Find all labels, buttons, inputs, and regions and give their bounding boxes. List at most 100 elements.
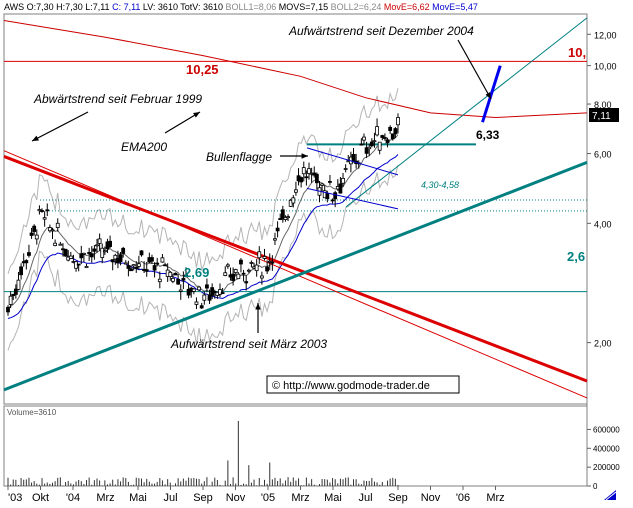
flag-lower-line (306, 187, 399, 210)
candle-body (37, 209, 42, 212)
candle-body (383, 137, 387, 139)
x-tick-label: Mrz (291, 492, 309, 504)
candle-body (134, 267, 139, 269)
candle-body (87, 252, 92, 254)
header-item: C: 7,11 (110, 2, 141, 12)
x-tick-label: Jul (358, 492, 372, 504)
candle-body (13, 288, 18, 295)
candle-body (286, 216, 290, 219)
candle-body (197, 286, 201, 291)
candle-body (328, 181, 332, 183)
x-tick-label: Mai (129, 492, 147, 504)
bull-flag (306, 65, 502, 210)
candle-body (367, 146, 372, 150)
candle-body (136, 263, 141, 267)
candle-body (16, 279, 21, 290)
candle-body (168, 271, 173, 278)
candle-body (32, 225, 37, 232)
candle-body (178, 289, 183, 292)
support-label: 2,69 (184, 265, 209, 280)
time-axis: '03 Okt '04 Mrz Mai Jul Sep Nov '05 Mrz Mai Jul Sep N… (7, 486, 505, 504)
candle-body (283, 216, 288, 220)
x-tick-label: Mrz (96, 492, 114, 504)
projection-arrow-line (481, 65, 502, 123)
candle-body (29, 232, 34, 236)
cursor-icon[interactable] (604, 490, 617, 501)
candle-body (333, 192, 338, 200)
header-item: BOLL1=8,06 (223, 2, 276, 12)
annotation-ema200: EMA200 (121, 140, 167, 154)
candle-body (24, 260, 29, 264)
ohlc-header: AWS O:7,30 H:7,30 L:7,11 C: 7,11 LV: 361… (4, 2, 478, 12)
y-tick-label: 12,00 (594, 30, 617, 40)
candle-body (27, 252, 31, 256)
uptrend-dec-2004-line (345, 17, 588, 208)
price-panel (3, 13, 588, 405)
candlesticks (6, 113, 400, 316)
candle-body (294, 189, 298, 193)
header-item: BOLL2=6,24 (328, 2, 381, 12)
candle-body (155, 262, 160, 265)
candle-body (144, 269, 149, 272)
candle-body (126, 265, 131, 269)
candle-body (82, 252, 86, 255)
candle-body (396, 117, 400, 126)
candle-body (42, 217, 47, 220)
arrow-dec-2004-head (485, 92, 491, 99)
candle-body (50, 229, 55, 232)
horizontal-levels (4, 60, 587, 293)
candle-body (113, 254, 118, 260)
header-item: MovE=6,62 (381, 2, 429, 12)
candle-body (6, 306, 10, 313)
candle-body (160, 257, 165, 263)
candle-body (307, 168, 311, 174)
candle-body (181, 278, 186, 281)
x-tick-label: Mrz (486, 492, 504, 504)
y-tick-label: 10,00 (594, 62, 617, 72)
x-tick-label: Jul (163, 492, 177, 504)
candle-body (320, 183, 324, 186)
arrow-bull-flag-head (301, 153, 308, 159)
band-label: 4,30-4,58 (421, 180, 459, 190)
annotation-uptrend-mar-2003: Aufwärtstrend seit März 2003 (170, 337, 327, 351)
candle-body (84, 266, 89, 269)
candle-body (163, 264, 167, 267)
price-axis: 12,00 10,00 8,00 6,00 4,00 2,00 (587, 30, 617, 349)
arrow-ema200 (164, 111, 201, 134)
candle-body (267, 260, 272, 263)
header-item: MovE=5,47 (430, 2, 478, 12)
downtrend-line-thin (3, 150, 588, 399)
candle-body (314, 173, 319, 184)
support-side-label: 2,6 (567, 249, 585, 264)
candle-body (236, 273, 241, 280)
volume-panel (3, 405, 588, 487)
candle-body (92, 248, 97, 252)
candle-body (249, 261, 254, 264)
arrow-feb-1999-head (32, 135, 39, 141)
candle-body (301, 167, 306, 175)
y-tick-label: 6,00 (594, 150, 612, 160)
candle-body (270, 261, 275, 264)
x-tick-label: Sep (193, 492, 213, 504)
header-item: MOVS=7,15 (276, 2, 328, 12)
volume-tick-label: 600000 (593, 425, 620, 434)
arrow-mar-2003-head (255, 303, 261, 310)
candle-body (380, 135, 385, 138)
candle-body (58, 243, 63, 246)
candle-body (205, 284, 209, 289)
copyright-box (266, 375, 460, 394)
candle-body (97, 238, 102, 244)
flag-level-label: 6,33 (476, 128, 500, 142)
candle-body (325, 193, 330, 200)
candle-body (79, 253, 84, 259)
candle-body (68, 255, 73, 259)
x-tick-label: Mai (324, 492, 342, 504)
flag-upper-line (306, 147, 399, 176)
candle-body (291, 197, 296, 204)
arrow-feb-1999 (31, 111, 89, 142)
bollinger-upper (7, 88, 399, 274)
arrow-dec-2004 (457, 39, 492, 100)
candle-body (176, 278, 181, 285)
candle-body (359, 143, 364, 146)
candle-body (152, 265, 157, 271)
